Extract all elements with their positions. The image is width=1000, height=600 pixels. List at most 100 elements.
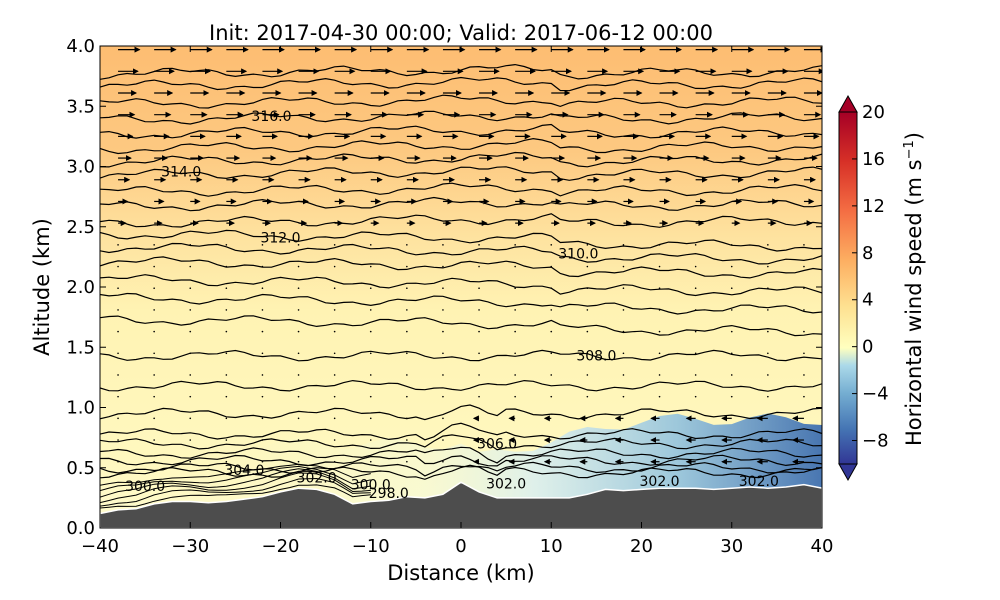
wind-vector [189,244,192,246]
wind-vector [586,309,589,311]
wind-vector [767,244,769,246]
wind-vector [153,287,155,290]
wind-vector [658,352,661,355]
wind-vector [406,439,408,441]
wind-vector [694,309,697,311]
contour-label: 308.0 [576,349,616,365]
wind-vector [153,265,155,268]
x-axis: −40 −30 −20 −10 0 10 20 30 40 [81,46,833,557]
isentrope-line [100,422,822,441]
wind-vector [586,395,589,398]
wind-vector [153,352,155,355]
wind-vector [730,374,733,376]
colorbar-tick-label: 4 [862,290,873,311]
wind-vector [586,244,589,246]
isentrope-line [100,446,822,464]
isentrope-line [100,256,822,279]
wind-vector [117,374,119,376]
wind-vector [478,287,480,290]
wind-vector [803,374,805,376]
wind-vector [117,244,119,246]
y-tick-label: 0.0 [66,518,95,539]
wind-vector [622,244,625,246]
wind-vector [406,287,408,290]
wind-vector [333,439,336,441]
x-axis-title: Distance (km) [387,561,535,585]
wind-vector [658,330,661,333]
wind-vector [261,330,264,333]
y-tick-label: 1.0 [66,398,95,419]
colorbar-label-close: ) [902,132,926,140]
contour-label: 312.0 [260,231,300,247]
wind-vector [514,395,516,398]
wind-vector [586,265,589,268]
wind-vector [622,309,625,311]
wind-vector [586,330,589,333]
wind-vector [225,287,228,290]
wind-vector [514,265,516,268]
wind-vector [550,309,553,311]
isentrope-line [100,315,822,337]
wind-vector [225,460,228,463]
wind-vector [767,374,769,376]
isentrope-line [100,454,822,467]
wind-vector [225,395,228,398]
wind-vector [261,265,264,268]
wind-vector [297,417,300,420]
wind-vector [442,309,444,311]
wind-vector [297,460,300,463]
wind-vectors [117,46,822,465]
isentrope-line [100,349,822,362]
x-tick-label: −30 [171,536,209,557]
wind-vector [261,352,264,355]
wind-vector [297,265,300,268]
isentrope-line [100,379,822,392]
wind-vector [514,309,516,311]
wind-vector [622,330,625,333]
x-tick-label: −10 [352,536,390,557]
wind-vector [333,374,336,376]
wind-vector [297,439,300,441]
wind-vector [586,287,589,290]
wind-vector [333,244,336,246]
wind-vector [406,374,408,376]
wind-vector [803,330,805,333]
isentrope-line [100,404,822,421]
wind-vector [225,309,228,311]
wind-vector [658,395,661,398]
wind-vector [333,395,336,398]
wind-vector [586,374,589,376]
wind-vector [442,417,444,420]
wind-vector [153,439,155,441]
wind-vector [153,460,155,463]
wind-vector [442,352,444,355]
wind-vector [694,287,697,290]
wind-vector [406,244,408,246]
wind-vector [550,287,553,290]
colorbar-tick-label: 0 [862,337,873,358]
colorbar-label: Horizontal wind speed (m s−1) [902,132,926,446]
wind-vector [369,244,372,246]
isentrope-line-lower [100,472,371,504]
y-tick-label: 3.0 [66,157,95,178]
wind-vector [767,330,769,333]
wind-vector [694,352,697,355]
wind-vector [153,330,155,333]
plot-area: 316.0 314.0 312.0 310.0 308.0 306.0 304.0 302.0… [100,46,822,528]
wind-vector [478,244,480,246]
wind-vector [225,330,228,333]
wind-vector [333,287,336,290]
contour-label: 302.0 [297,470,337,486]
wind-vector [369,417,372,420]
wind-vector [803,244,805,246]
isentrope-line [100,464,822,480]
wind-vector [333,330,336,333]
wind-vector [297,395,300,398]
wind-vector [261,374,264,376]
wind-vector [261,395,264,398]
wind-vector [694,374,697,376]
wind-vector [803,265,805,268]
wind-vector [297,287,300,290]
colorbar-tick-label: −8 [862,431,889,452]
